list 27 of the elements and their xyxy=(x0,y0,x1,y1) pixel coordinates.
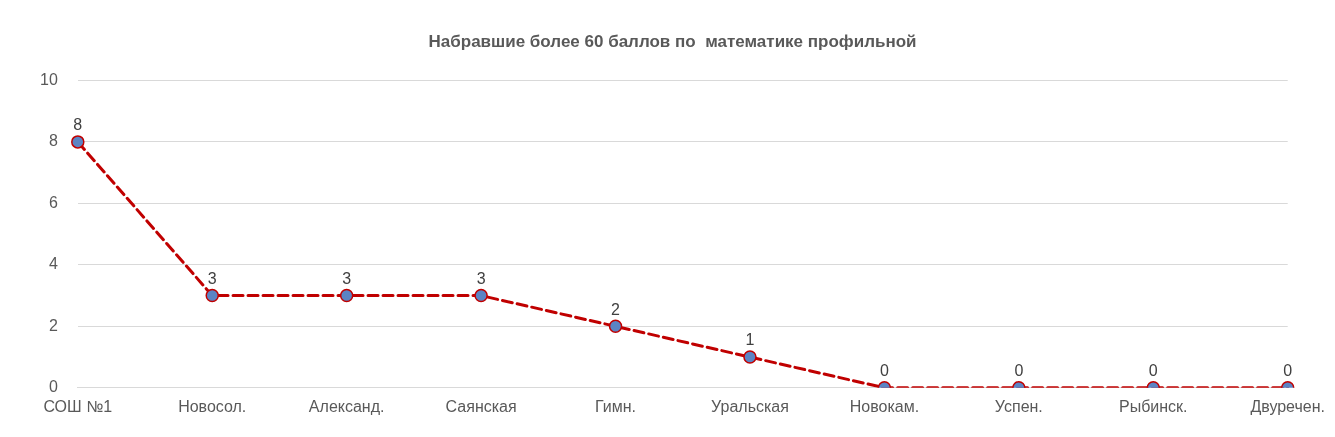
x-tick-label: Успен. xyxy=(994,397,1043,415)
data-label: 2 xyxy=(611,300,621,318)
data-label: 1 xyxy=(745,331,755,349)
y-tick-label: 2 xyxy=(48,316,58,334)
y-tick-label: 10 xyxy=(40,70,58,88)
data-label: 3 xyxy=(342,269,352,287)
data-label: 3 xyxy=(207,269,217,287)
x-tick-label: Новокам. xyxy=(849,397,920,415)
x-tick-label: СОШ №1 xyxy=(43,397,113,415)
data-label: 3 xyxy=(476,269,486,287)
x-tick-label: Новосол. xyxy=(178,397,247,415)
y-tick-label: 6 xyxy=(48,193,58,211)
y-tick-label: 8 xyxy=(48,132,58,150)
y-tick-label: 0 xyxy=(48,378,58,396)
x-tick-label: Саянская xyxy=(445,397,517,415)
x-tick-label: Рыбинск. xyxy=(1118,397,1188,415)
y-tick-label: 4 xyxy=(48,255,58,273)
x-tick-label: Уральская xyxy=(711,397,789,415)
data-label: 0 xyxy=(879,362,889,380)
data-label: 0 xyxy=(1014,362,1024,380)
x-tick-label: Двуречен. xyxy=(1250,397,1325,415)
x-tick-label: Александ. xyxy=(308,397,385,415)
data-label: 0 xyxy=(1148,362,1158,380)
data-label: 0 xyxy=(1283,362,1293,380)
x-tick-label: Гимн. xyxy=(595,397,637,415)
data-label: 8 xyxy=(73,116,83,134)
chart-title: Набравшие более 60 баллов по математике профильной xyxy=(428,31,917,51)
